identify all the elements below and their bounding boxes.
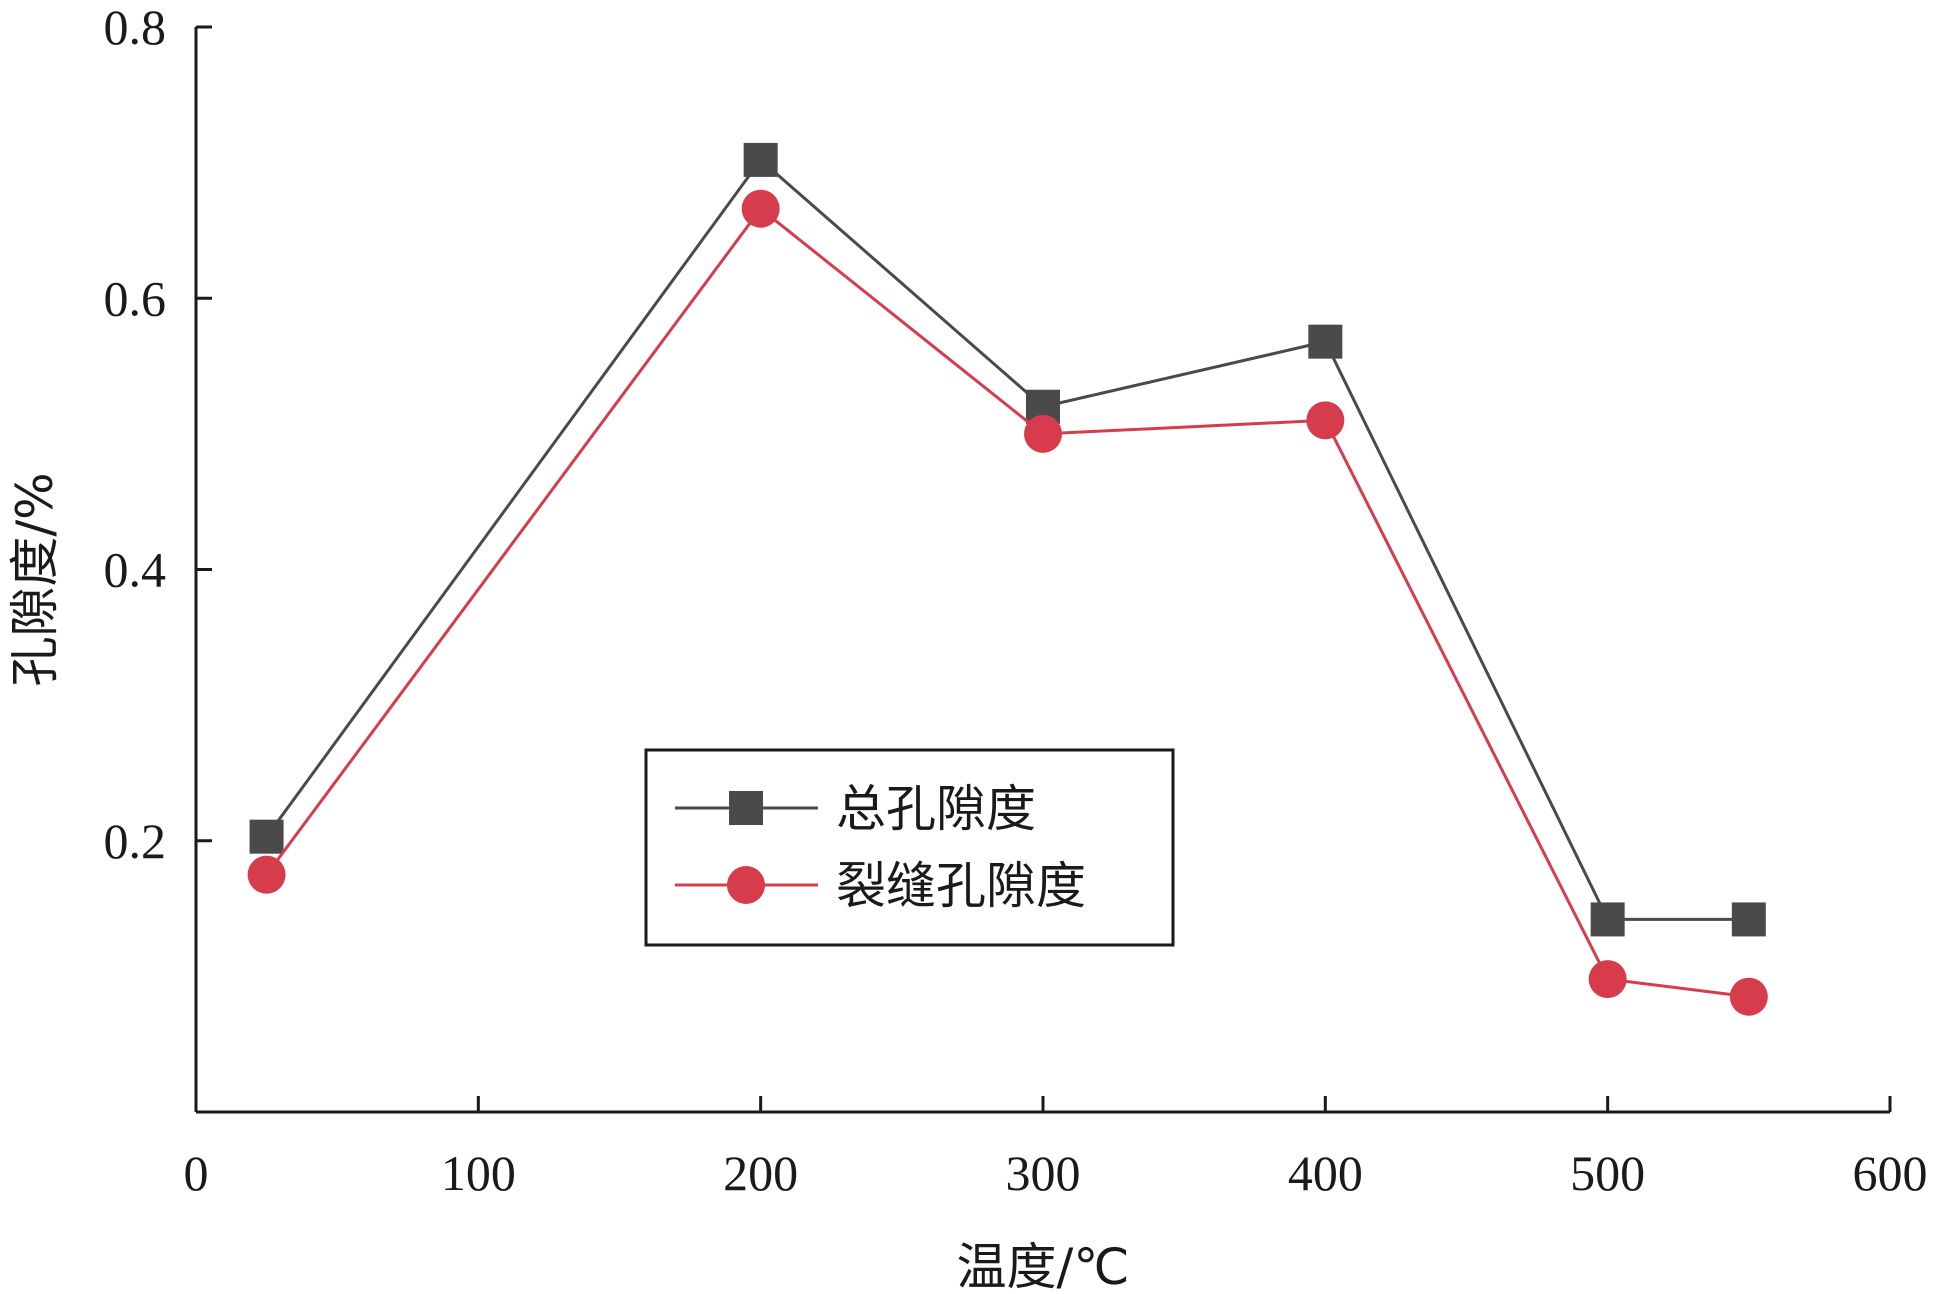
square-marker: [1590, 902, 1625, 937]
circle-marker: [741, 189, 780, 228]
y-tick-label: 0.4: [104, 542, 167, 598]
y-tick-label: 0.2: [104, 813, 167, 869]
legend-label: 裂缝孔隙度: [836, 857, 1086, 915]
square-marker: [1308, 324, 1343, 359]
circle-marker: [1588, 960, 1627, 999]
x-tick-label: 300: [1006, 1145, 1081, 1201]
circle-marker: [1024, 414, 1062, 453]
x-tick-label: 500: [1570, 1145, 1645, 1201]
x-tick-label: 100: [441, 1145, 516, 1201]
x-axis-title: 温度/℃: [957, 1238, 1130, 1294]
x-tick-label: 600: [1853, 1145, 1928, 1201]
legend-label: 总孔隙度: [836, 780, 1036, 838]
circle-marker: [247, 855, 286, 894]
y-tick-label: 0.6: [104, 270, 167, 326]
series-line: [265, 206, 1750, 999]
legend-circle-marker: [727, 866, 765, 904]
circle-marker: [1729, 977, 1768, 1016]
square-marker: [743, 142, 778, 177]
series-layer: [247, 142, 1768, 1016]
x-tick-label: 400: [1288, 1145, 1363, 1201]
axes: [194, 27, 1890, 1114]
circle-marker: [1306, 401, 1345, 440]
square-marker: [249, 819, 284, 854]
legend-box: [644, 748, 1175, 947]
ticks: 0 100 200 300 400 500 600 0.2 0.4 0.6 0.8: [104, 0, 1928, 1201]
x-tick-label: 0: [184, 1145, 209, 1201]
x-tick-label: 200: [723, 1145, 798, 1201]
square-marker: [1731, 902, 1766, 937]
series-line: [265, 157, 1749, 921]
y-tick-label: 0.8: [104, 0, 167, 55]
legend-square-marker: [729, 791, 763, 825]
series-fracture-porosity: [247, 189, 1768, 1016]
y-axis-title: 孔隙度/%: [6, 472, 64, 686]
